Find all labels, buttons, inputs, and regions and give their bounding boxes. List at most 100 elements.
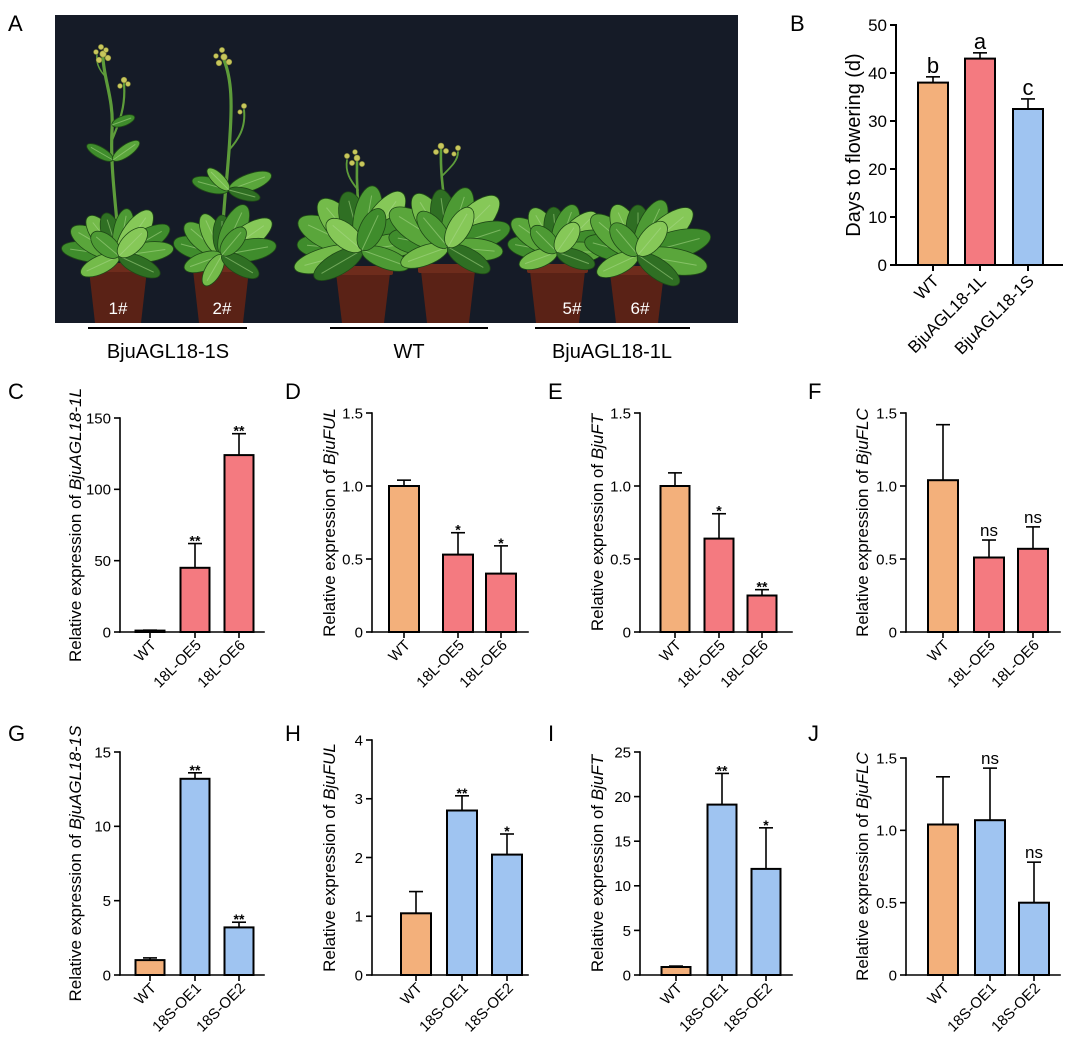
plant-5 [507, 204, 605, 271]
y-axis-label: Relative expression of BjuAGL18-1L [66, 388, 85, 662]
x-tick-label: WT [131, 980, 160, 1009]
x-tick-label: 18S-OE2 [988, 980, 1044, 1036]
y-tick-label: 1.0 [876, 478, 897, 495]
x-tick-label: 18L-OE5 [150, 637, 204, 691]
chart-panel-j: J Relative expression of BjuFLC 0 0.5 1.0 1.5… [808, 721, 1061, 1036]
y-axis-label: Relative expression of BjuFT [588, 753, 607, 972]
leaf-vein [118, 255, 154, 273]
y-axis-label-gene: BjuFUL [320, 408, 339, 465]
leaf-vein [447, 246, 484, 268]
chart-panel-e: E Relative expression of BjuFT 0 0.5 1.0 1.5 W… [548, 379, 793, 691]
bar-wt [659, 485, 691, 633]
y-tick-label: 0 [889, 967, 897, 984]
leaf-vein [637, 254, 674, 280]
y-tick-label: 0 [878, 256, 887, 275]
flower-bud [237, 109, 243, 115]
significance-label: b [927, 53, 939, 78]
y-tick-label: 3 [355, 791, 363, 808]
y-tick-label: 0 [103, 967, 111, 984]
x-tick-label: WT [385, 637, 414, 666]
significance-label: * [763, 817, 769, 833]
panel-letter: H [285, 721, 301, 746]
leaf-vein [228, 189, 256, 198]
flower-stem [110, 82, 126, 142]
y-axis-label-text: Relative expression of [320, 465, 339, 637]
pot-label-2: 2# [213, 299, 232, 318]
y-axis-label-text: Relative expression of [320, 800, 339, 972]
flower-bud [241, 103, 247, 109]
x-tick-label: WT [656, 637, 685, 666]
y-tick-label: 1.5 [610, 405, 631, 422]
bar-18s-oe1 [974, 819, 1006, 977]
flower-bud [93, 49, 99, 55]
flower-bud [219, 47, 225, 53]
y-tick-label: 0 [103, 624, 111, 641]
y-axis-label: Relative expression of BjuFUL [320, 408, 339, 637]
x-tick-label: 18L-OE6 [717, 637, 771, 691]
y-tick-label: 0.5 [342, 551, 363, 568]
chart-panel-f: F Relative expression of BjuFLC 0 0.5 1.0 1.5… [808, 379, 1061, 691]
y-axis-label: Relative expression of BjuFUL [320, 743, 339, 972]
y-tick-label: 30 [868, 112, 887, 131]
bar-wt [388, 485, 420, 633]
significance-label: ** [757, 579, 768, 595]
pot-body [530, 271, 585, 323]
bar-18s-oe1 [706, 803, 738, 976]
leaf-vein [95, 236, 120, 257]
leaf-vein [556, 251, 590, 265]
plants [61, 44, 712, 287]
leaf-vein [90, 146, 114, 161]
panel-letter: G [8, 721, 25, 746]
bar-wt [917, 81, 949, 266]
bar-bjuagl18-1l [964, 57, 996, 266]
bar-wt [660, 966, 692, 976]
y-tick-label: 1.0 [610, 478, 631, 495]
bar-18l-oe6 [485, 572, 517, 633]
panel-a: A 1# 2# 5# 6# BjuAGL18-1S WT BjuAGL18-1L [8, 11, 738, 363]
panel-letter: B [790, 11, 805, 36]
plant-wt-2 [388, 142, 511, 275]
y-axis-label-text: Days to flowering (d) [843, 53, 865, 236]
flower-bud [437, 142, 445, 150]
leaf-vein [556, 227, 575, 253]
y-tick-label: 5 [103, 893, 111, 910]
y-tick-label: 4 [355, 732, 363, 749]
y-axis-label-gene: BjuFT [588, 412, 607, 459]
bar-wt [134, 959, 166, 976]
bar-wt [400, 912, 432, 976]
flower-bud [359, 161, 365, 167]
flower-stem [345, 159, 359, 191]
panel-letter: D [285, 379, 301, 404]
chart-panel-c: C Relative expression of BjuAGL18-1L 0 50 10… [8, 379, 265, 691]
x-tick-label: 18L-OE6 [194, 637, 248, 691]
flower-bud [215, 59, 223, 67]
significance-label: ** [234, 423, 245, 439]
flower-bud [451, 151, 457, 157]
y-axis-label-gene: BjuFLC [853, 407, 872, 464]
y-tick-label: 40 [868, 64, 887, 83]
y-axis-label-gene: BjuFUL [320, 743, 339, 800]
x-tick-label: 18L-OE5 [944, 637, 998, 691]
flower-bud [344, 153, 350, 159]
bar-18l-oe5 [973, 556, 1005, 633]
significance-label: * [498, 535, 504, 551]
x-tick-label: WT [911, 271, 943, 303]
y-axis-label-text: Relative expression of [588, 800, 607, 972]
group-label-1s: BjuAGL18-1S [107, 341, 229, 363]
y-tick-label: 2 [355, 850, 363, 867]
bar-18l-oe5 [179, 566, 211, 633]
flower-stem [228, 109, 246, 151]
flower-bud [353, 154, 361, 162]
significance-label: * [716, 503, 722, 519]
flower-bud [443, 148, 449, 154]
y-axis-label-gene: BjuAGL18-1S [66, 725, 85, 830]
pot-body [89, 270, 147, 323]
panel-letter: I [548, 721, 554, 746]
y-tick-label: 10 [94, 819, 111, 836]
y-tick-label: 20 [614, 789, 631, 806]
flower-bud [117, 83, 123, 89]
leaf-vein [407, 246, 449, 262]
plant-6 [584, 199, 712, 287]
y-axis-label-gene: BjuFT [588, 753, 607, 800]
flower-bud [99, 50, 107, 58]
